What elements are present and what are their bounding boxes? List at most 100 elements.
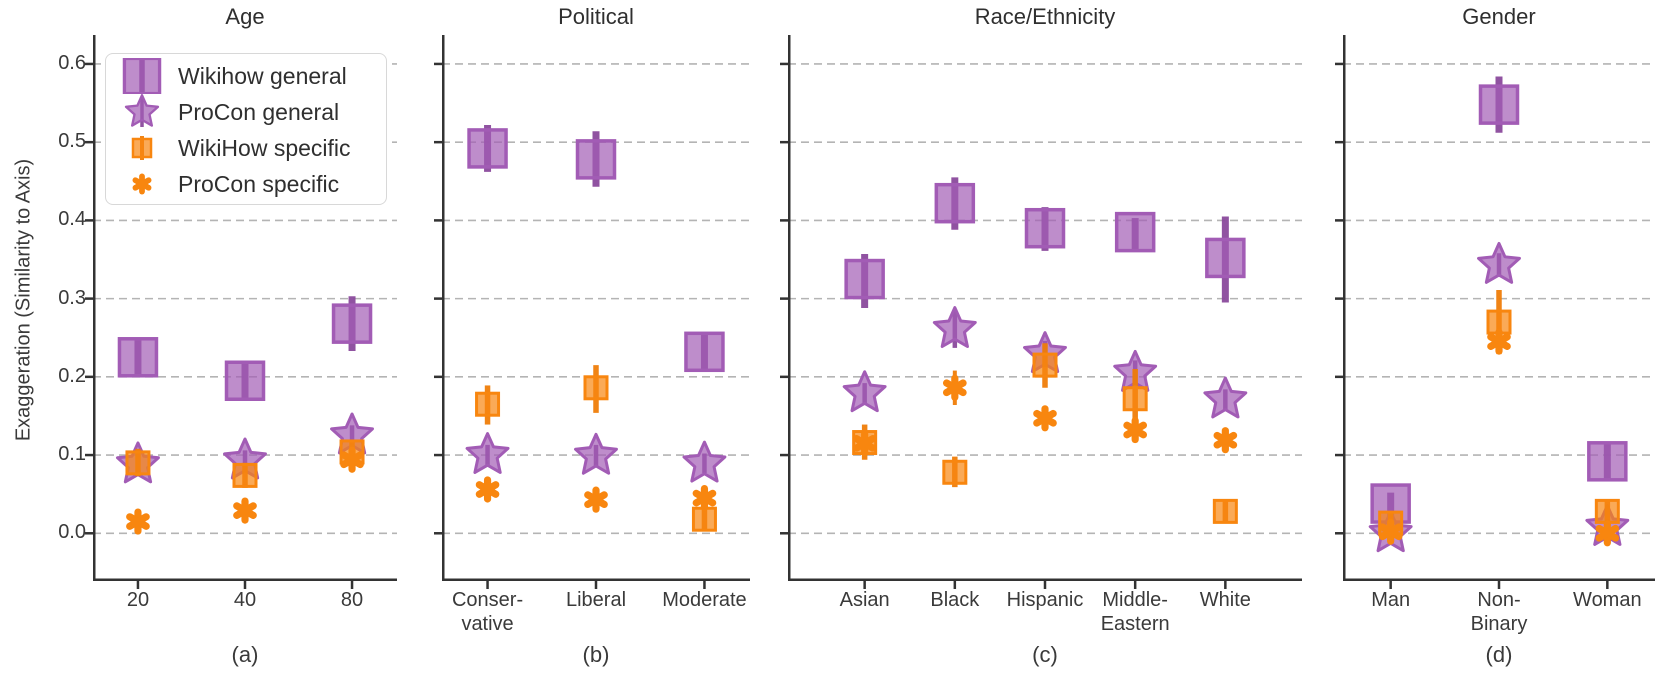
x-tick-label: 20 <box>126 589 150 611</box>
marker-star <box>842 370 887 413</box>
y-tick-label: 0.1 <box>58 443 86 466</box>
marker-square-large <box>1478 84 1520 125</box>
plot-area <box>1335 35 1655 589</box>
marker-square-small <box>1122 386 1148 412</box>
marker-square-small <box>583 375 609 401</box>
legend: Wikihow general ProCon general WikiHow s… <box>105 53 387 205</box>
marker-square-large <box>934 182 976 224</box>
marker-asterisk <box>692 489 717 507</box>
asterisk-marker-icon <box>106 166 178 202</box>
x-tick-label: Liberal <box>565 589 627 611</box>
y-tick-label: 0.6 <box>58 51 86 74</box>
marker-square-large <box>224 360 266 401</box>
marker-square-small <box>1032 352 1058 378</box>
marker-asterisk <box>340 451 364 469</box>
y-tick-label: 0.5 <box>58 130 86 153</box>
y-axis-tick-labels: 0.0 0.1 0.2 0.3 0.4 0.5 0.6 <box>0 35 86 581</box>
x-tick-label: 80 <box>340 589 364 611</box>
x-tick-label: Woman <box>1573 589 1642 611</box>
marker-square-small <box>125 450 151 476</box>
legend-label: ProCon general <box>178 98 340 125</box>
panel-title: Age <box>225 4 265 29</box>
marker-square-small <box>232 462 258 488</box>
legend-marker-svg <box>131 136 153 160</box>
marker-square-large <box>122 58 162 94</box>
x-tick-label: Hispanic <box>1006 589 1084 611</box>
marker-star <box>574 432 618 475</box>
x-tick-label: Man <box>1371 589 1411 611</box>
marker-star <box>124 94 160 127</box>
x-tick-label: Non- Binary <box>1470 589 1528 635</box>
marker-star <box>682 440 727 483</box>
marker-square-large <box>467 128 508 169</box>
marker-square-small <box>1212 498 1238 524</box>
chart-svg <box>434 35 750 589</box>
marker-asterisk <box>132 177 152 191</box>
marker-asterisk <box>1487 333 1511 350</box>
x-tick-label: Conser- vative <box>451 589 524 635</box>
panel-race-ethnicity: Race/Ethnicity Asian Black Hispanic Middle-… <box>780 0 1302 688</box>
panel-gender: Gender Man Non- Binary Woman (d) <box>1335 0 1655 688</box>
x-tick-labels: 20 40 80 <box>93 588 397 644</box>
marker-asterisk <box>233 502 257 519</box>
panel-letter: (c) <box>1032 642 1058 667</box>
panel-title: Political <box>558 4 634 29</box>
panel-letter: (b) <box>582 642 610 667</box>
legend-label: Wikihow general <box>178 62 347 89</box>
chart-svg <box>1335 35 1655 589</box>
marker-square-large <box>1205 237 1246 279</box>
star-marker-icon <box>106 94 178 130</box>
panel-political: Political Conser- vative Liberal Moderate … <box>434 0 750 688</box>
x-tick-label: White <box>1199 589 1251 611</box>
legend-item-procon-general: ProCon general <box>106 94 386 130</box>
x-tick-label: 40 <box>233 589 257 611</box>
marker-star <box>465 432 510 474</box>
x-tick-label: Asian <box>839 589 890 611</box>
y-tick-label: 0.0 <box>58 521 86 544</box>
marker-asterisk <box>1123 421 1148 439</box>
legend-item-wikihow-specific: WikiHow specific <box>106 130 386 166</box>
panel-letter: (a) <box>231 642 259 667</box>
marker-square-small <box>131 137 153 159</box>
x-tick-label: Middle- Eastern <box>1100 589 1170 635</box>
marker-square-large <box>1587 441 1628 482</box>
y-tick-label: 0.3 <box>58 286 86 309</box>
legend-item-procon-specific: ProCon specific <box>106 166 386 202</box>
legend-marker-svg <box>124 94 160 127</box>
panel-letter: (d) <box>1485 642 1513 667</box>
chart-svg <box>780 35 1302 589</box>
marker-asterisk <box>942 379 967 397</box>
plot-area <box>780 35 1302 589</box>
marker-asterisk <box>852 434 877 452</box>
x-tick-label: Black <box>930 589 980 611</box>
legend-marker-svg <box>132 173 152 195</box>
marker-asterisk <box>475 481 500 498</box>
panel-title: Gender <box>1462 4 1536 29</box>
marker-square-large <box>684 331 725 373</box>
marker-asterisk <box>1378 523 1403 541</box>
legend-item-wikihow-general: Wikihow general <box>106 58 386 94</box>
marker-square-small <box>1594 498 1620 524</box>
marker-star <box>932 306 977 349</box>
marker-square-small <box>475 391 501 417</box>
panel-title: Race/Ethnicity <box>974 4 1116 29</box>
legend-marker-svg <box>122 58 162 94</box>
y-tick-label: 0.2 <box>58 364 86 387</box>
marker-square-large <box>1114 211 1156 253</box>
marker-square-large <box>331 303 373 344</box>
marker-asterisk <box>584 491 608 508</box>
marker-square-small <box>691 506 717 532</box>
marker-square-large <box>1024 207 1066 249</box>
marker-asterisk <box>1033 409 1057 427</box>
x-tick-labels: Man Non- Binary Woman <box>1343 588 1655 644</box>
x-tick-labels: Asian Black Hispanic Middle- Eastern White <box>788 588 1302 644</box>
marker-square-large <box>844 258 885 300</box>
marker-asterisk <box>1595 524 1620 542</box>
marker-star <box>1203 376 1248 419</box>
marker-star <box>1477 241 1521 284</box>
y-tick-label: 0.4 <box>58 208 86 231</box>
marker-asterisk <box>1213 431 1238 449</box>
x-tick-label: Moderate <box>662 589 747 611</box>
marker-square-small <box>942 459 968 485</box>
